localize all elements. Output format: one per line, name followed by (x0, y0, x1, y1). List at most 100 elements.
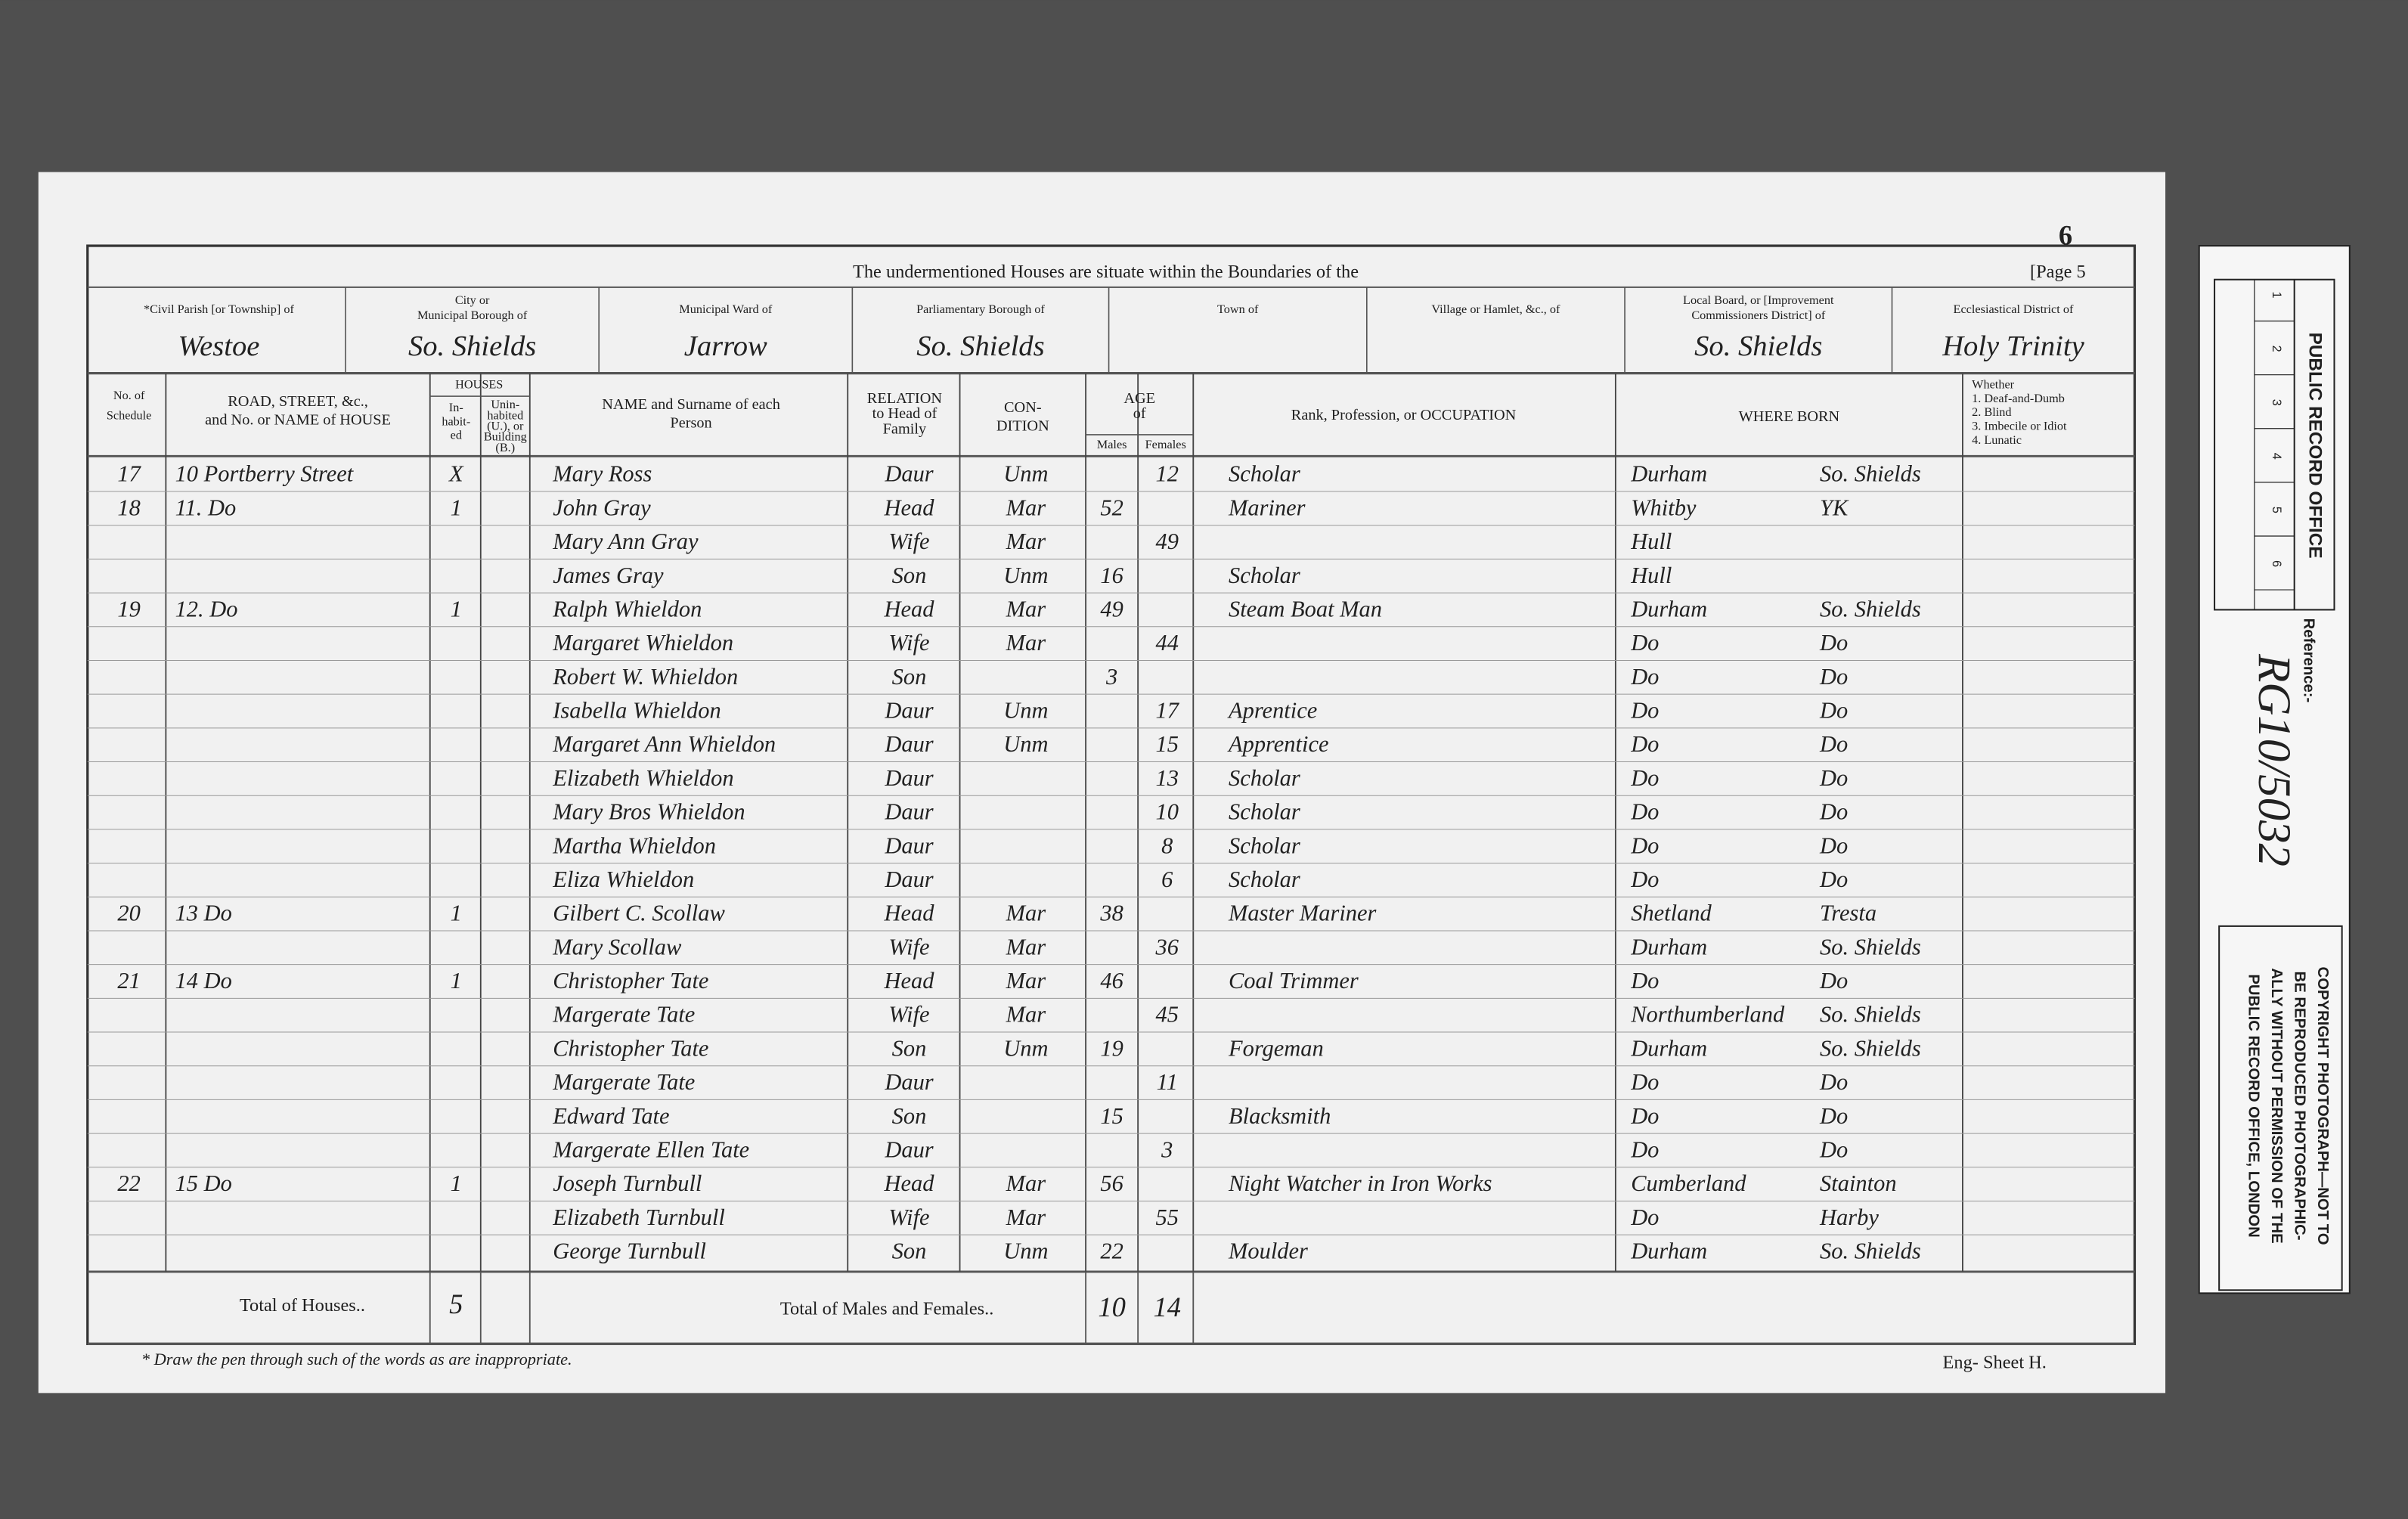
condition: Unm (1003, 1238, 1048, 1264)
address: 15 Do (175, 1170, 232, 1196)
boundary-value: So. Shields (1694, 330, 1822, 362)
condition: Mar (1006, 630, 1046, 656)
header-page: [Page 5 (2030, 262, 2086, 282)
male-age: 15 (1100, 1103, 1123, 1129)
relation: Son (892, 1238, 927, 1264)
boundary-value: So. Shields (916, 330, 1044, 362)
schedule-number: 21 (117, 968, 140, 994)
relation: Head (884, 494, 935, 520)
condition: Unm (1003, 563, 1048, 588)
person-name: John Gray (553, 494, 651, 520)
condition: Mar (1006, 934, 1046, 959)
relation: Daur (884, 832, 933, 858)
relation: Son (892, 563, 927, 588)
birth-town: Do (1819, 1069, 1848, 1095)
ruler-number: 5 (2270, 507, 2283, 513)
relation: Daur (884, 731, 933, 757)
birth-county: Do (1630, 1103, 1659, 1129)
birth-county: Do (1630, 698, 1659, 724)
condition: Mar (1006, 1170, 1046, 1196)
relation: Wife (888, 934, 929, 959)
occupation: Apprentice (1227, 731, 1328, 757)
column-header: and No. or NAME of HOUSE (205, 411, 391, 428)
occupation: Blacksmith (1229, 1103, 1331, 1129)
occupation: Master Mariner (1228, 901, 1377, 926)
birth-town: So. Shields (1820, 1035, 1921, 1061)
copyright-line: PUBLIC RECORD OFFICE, LONDON (2245, 974, 2261, 1237)
person-name: Elizabeth Whieldon (552, 765, 733, 791)
condition: Mar (1006, 529, 1046, 554)
birth-county: Durham (1630, 596, 1707, 622)
column-header: Person (670, 414, 711, 431)
birth-county: Do (1630, 866, 1659, 892)
condition: Mar (1006, 901, 1046, 926)
copyright-line: ALLY WITHOUT PERMISSION OF THE (2268, 968, 2285, 1243)
person-name: Margaret Ann Whieldon (552, 731, 776, 757)
ruler-number: 3 (2270, 399, 2283, 406)
occupation: Night Watcher in Iron Works (1228, 1170, 1492, 1196)
occupation: Coal Trimmer (1229, 968, 1359, 994)
male-age: 49 (1100, 596, 1123, 622)
birth-town: Do (1819, 765, 1848, 791)
male-age: 56 (1100, 1170, 1123, 1196)
reference-number: RG10/5032 (2248, 653, 2299, 866)
birth-county: Whitby (1631, 494, 1697, 520)
condition: Mar (1006, 494, 1046, 520)
condition: Unm (1003, 1035, 1048, 1061)
relation: Head (884, 968, 935, 994)
inhabited: 1 (451, 596, 462, 622)
relation: Wife (888, 1204, 929, 1230)
birth-town: Do (1819, 731, 1848, 757)
relation: Son (892, 664, 927, 690)
column-header: (U.), or (487, 419, 524, 432)
female-age: 44 (1156, 630, 1179, 656)
column-header: habited (487, 408, 523, 422)
column-header: In- (449, 401, 463, 414)
female-age: 12 (1156, 461, 1179, 487)
column-header: No. of (113, 389, 145, 402)
column-header: 4. Lunatic (1972, 433, 2022, 447)
occupation: Steam Boat Man (1229, 596, 1382, 622)
boundary-value: Westoe (178, 330, 260, 362)
address: 13 Do (175, 901, 232, 926)
inhabited: 1 (451, 968, 462, 994)
birth-county: Hull (1630, 563, 1672, 588)
relation: Son (892, 1103, 927, 1129)
person-name: James Gray (553, 563, 664, 588)
relation: Daur (884, 698, 933, 724)
birth-town: Tresta (1820, 901, 1877, 926)
occupation: Forgeman (1228, 1035, 1324, 1061)
birth-county: Do (1630, 1136, 1659, 1162)
office-box (2214, 278, 2335, 611)
inhabited: 1 (451, 901, 462, 926)
occupation: Scholar (1229, 799, 1300, 825)
person-name: Christopher Tate (553, 968, 708, 994)
male-age: 19 (1100, 1035, 1123, 1061)
condition: Mar (1006, 1204, 1046, 1230)
relation: Head (884, 1170, 935, 1196)
birth-town: So. Shields (1820, 461, 1921, 487)
column-header: (B.) (495, 441, 515, 454)
column-header: to Head of (872, 405, 937, 422)
total-houses: 5 (449, 1288, 463, 1319)
footer-note: * Draw the pen through such of the words… (141, 1350, 572, 1369)
column-header: NAME and Surname of each (602, 396, 780, 413)
male-age: 3 (1105, 664, 1117, 690)
birth-county: Do (1630, 664, 1659, 690)
column-header: HOUSES (455, 378, 503, 392)
person-name: George Turnbull (553, 1238, 706, 1264)
boundary-label: Town of (1217, 302, 1259, 316)
boundary-label: City or (455, 293, 490, 307)
reference-strip (2198, 245, 2351, 1294)
sheet-label: Eng- Sheet H. (1943, 1352, 2047, 1372)
paper (38, 172, 2166, 1393)
birth-county: Durham (1630, 934, 1707, 959)
birth-town: So. Shields (1820, 1002, 1921, 1028)
copyright-line: BE REPRODUCED PHOTOGRAPHIC- (2291, 972, 2307, 1241)
person-name: Margerate Tate (552, 1002, 695, 1028)
column-header: ed (451, 429, 462, 442)
boundary-label: Ecclesiastical District of (1954, 302, 2074, 316)
female-age: 11 (1157, 1069, 1178, 1095)
